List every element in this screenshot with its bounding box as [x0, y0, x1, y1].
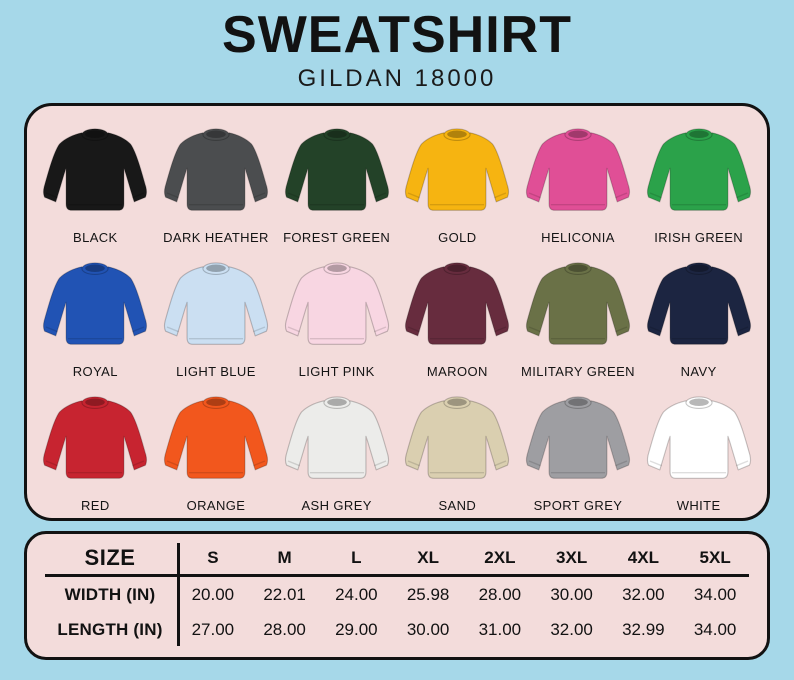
length-row-label: LENGTH (IN): [57, 619, 163, 639]
color-swatch-label: LIGHT BLUE: [176, 364, 256, 379]
width-value: 34.00: [693, 584, 737, 604]
color-swatch-sand: SAND: [397, 380, 518, 514]
sweatshirt-icon: [522, 250, 634, 362]
color-swatch-label: ORANGE: [186, 498, 246, 513]
length-value: 32.00: [550, 619, 593, 639]
sweatshirt-icon: [643, 384, 755, 496]
page-title: SWEATSHIRT: [222, 6, 572, 64]
sweatshirt-icon: [39, 250, 151, 362]
sweatshirt-icon: [643, 116, 755, 228]
width-value: 24.00: [335, 584, 378, 604]
color-swatch-irish-green: IRISH GREEN: [638, 112, 759, 246]
color-swatch-label: WHITE: [676, 498, 721, 513]
size-column-header: 2XL: [484, 548, 516, 567]
color-swatch-ash-grey: ASH GREY: [276, 380, 397, 514]
color-swatch-heliconia: HELICONIA: [518, 112, 639, 246]
sweatshirt-icon: [522, 116, 634, 228]
color-swatch-label: LIGHT PINK: [298, 364, 375, 379]
color-swatch-label: ROYAL: [72, 364, 118, 379]
color-swatch-label: ASH GREY: [301, 498, 372, 513]
size-column-header: XL: [417, 548, 439, 567]
color-swatch-military-green: MILITARY GREEN: [518, 246, 639, 380]
color-swatch-label: NAVY: [680, 364, 717, 379]
sweatshirt-icon: [160, 384, 272, 496]
length-value: 34.00: [693, 619, 737, 639]
color-swatch-black: BLACK: [35, 112, 156, 246]
color-swatch-dark-heather: DARK HEATHER: [156, 112, 277, 246]
color-swatch-label: SAND: [438, 498, 477, 513]
length-value: 31.00: [478, 619, 522, 639]
color-swatch-red: RED: [35, 380, 156, 514]
width-value: 28.00: [478, 584, 522, 604]
color-swatch-label: IRISH GREEN: [654, 230, 744, 245]
sweatshirt-icon: [39, 384, 151, 496]
color-swatch-forest-green: FOREST GREEN: [276, 112, 397, 246]
color-swatch-royal: ROYAL: [35, 246, 156, 380]
color-chart-panel: BLACK DARK HEATHER FOREST GREEN GOLD HEL…: [24, 103, 770, 521]
color-swatch-label: BLACK: [73, 230, 118, 245]
sweatshirt-icon: [401, 250, 513, 362]
color-swatch-label: DARK HEATHER: [163, 230, 269, 245]
length-value: 28.00: [263, 619, 306, 639]
length-value: 30.00: [406, 619, 450, 639]
color-swatch-light-pink: LIGHT PINK: [276, 246, 397, 380]
page-subtitle: GILDAN 18000: [297, 65, 497, 92]
width-row-label: WIDTH (IN): [64, 584, 156, 604]
sweatshirt-icon: [39, 116, 151, 228]
size-column-header: 3XL: [556, 548, 588, 567]
header: SWEATSHIRT GILDAN 18000: [0, 0, 794, 94]
color-swatch-maroon: MAROON: [397, 246, 518, 380]
color-swatch-label: GOLD: [438, 230, 477, 245]
width-value: 22.01: [263, 584, 306, 604]
size-chart-corner-label: SIZE: [84, 545, 136, 570]
width-value: 32.00: [622, 584, 665, 604]
sweatshirt-icon: [160, 250, 272, 362]
sweatshirt-icon: [281, 116, 393, 228]
sweatshirt-icon: [281, 250, 393, 362]
length-value: 27.00: [191, 619, 235, 639]
color-swatch-label: FOREST GREEN: [283, 230, 391, 245]
color-swatch-light-blue: LIGHT BLUE: [156, 246, 277, 380]
color-swatch-gold: GOLD: [397, 112, 518, 246]
size-column-header: L: [351, 548, 362, 567]
size-chart-vertical-divider: [177, 543, 180, 646]
color-swatch-sport-grey: SPORT GREY: [518, 380, 639, 514]
sweatshirt-icon: [401, 384, 513, 496]
width-value: 20.00: [191, 584, 235, 604]
length-value: 32.99: [622, 619, 665, 639]
color-swatch-label: RED: [81, 498, 110, 513]
sweatshirt-icon: [401, 116, 513, 228]
color-swatch-label: HELICONIA: [541, 230, 615, 245]
color-swatch-orange: ORANGE: [156, 380, 277, 514]
size-column-header: S: [207, 548, 219, 567]
color-swatch-label: MAROON: [426, 364, 488, 379]
length-value: 29.00: [335, 619, 378, 639]
size-column-header: 4XL: [627, 548, 659, 567]
size-chart-header-divider: [45, 574, 749, 577]
sweatshirt-icon: [643, 250, 755, 362]
sweatshirt-icon: [522, 384, 634, 496]
sweatshirt-icon: [160, 116, 272, 228]
size-column-header: M: [277, 548, 292, 567]
size-chart: SIZE S M L XL 2XL 3XL 4XL 5XL WIDTH (IN)…: [24, 531, 770, 660]
width-value: 30.00: [550, 584, 593, 604]
color-swatch-label: SPORT GREY: [533, 498, 623, 513]
sweatshirt-icon: [281, 384, 393, 496]
color-swatch-navy: NAVY: [638, 246, 759, 380]
color-swatch-white: WHITE: [638, 380, 759, 514]
width-value: 25.98: [406, 584, 450, 604]
size-column-header: 5XL: [699, 548, 731, 567]
color-swatch-label: MILITARY GREEN: [521, 364, 635, 379]
